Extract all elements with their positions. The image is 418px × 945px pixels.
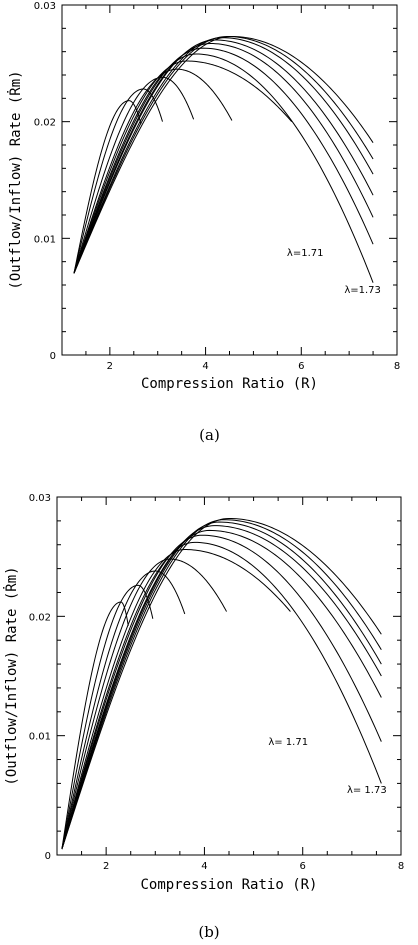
x-tick-label: 6: [298, 361, 304, 372]
series-line: [73, 100, 142, 274]
series-line: [61, 525, 382, 850]
x-axis-label: Compression Ratio (R): [140, 877, 317, 893]
series-line: [61, 519, 382, 850]
x-tick-label: 4: [202, 361, 208, 372]
x-tick-label: 2: [107, 361, 113, 372]
series-line: [61, 541, 382, 850]
y-tick-label: 0: [45, 851, 51, 862]
series-line: [61, 558, 227, 850]
y-tick-label: 0.02: [34, 118, 56, 129]
series-line: [61, 570, 186, 850]
lambda-annotation: λ=1.71: [287, 248, 324, 259]
x-tick-label: 8: [398, 861, 404, 872]
series-line: [73, 35, 374, 274]
lambda-annotation: λ=1.73: [344, 285, 381, 296]
lambda-annotation: λ= 1.71: [268, 737, 308, 748]
x-tick-label: 2: [103, 861, 109, 872]
series-line: [61, 584, 154, 850]
series-line: [73, 68, 233, 274]
panel-label: (b): [198, 923, 219, 941]
y-tick-label: 0.01: [34, 234, 56, 245]
series-line: [73, 76, 195, 274]
y-tick-label: 0.02: [29, 612, 51, 623]
y-tick-label: 0.03: [29, 493, 51, 504]
panel-label: (a): [199, 426, 220, 444]
series-line: [73, 47, 374, 274]
series-line: [73, 88, 163, 274]
chart-panel-b: 2 4 6 8 0 0.01 0.02 0.03 Compression Ratio (R) (O…: [2, 493, 404, 941]
y-axis-label: (Outflow/Inflow) Rate (Ṙm): [2, 566, 20, 785]
y-axis-label: (Outflow/Inflow) Rate (Ṙm): [6, 70, 24, 289]
x-tick-label: 6: [300, 861, 306, 872]
series-line: [61, 517, 382, 850]
y-tick-label: 0.01: [29, 732, 51, 743]
x-tick-label: 8: [394, 361, 400, 372]
y-tick-label: 0.03: [34, 1, 56, 12]
y-tick-label: 0: [50, 351, 56, 362]
series-line: [73, 42, 374, 274]
lambda-annotation: λ= 1.73: [347, 785, 387, 796]
x-tick-label: 4: [201, 861, 207, 872]
series-line: [61, 534, 382, 850]
series-line: [73, 53, 374, 283]
x-axis-label: Compression Ratio (R): [141, 376, 318, 392]
series-line: [61, 521, 382, 850]
series-line: [61, 549, 291, 850]
chart-panel-a: 2 4 6 8 0 0.01 0.02 0.03 Compression Ratio (R) (O…: [6, 1, 400, 444]
series-line: [61, 529, 382, 850]
